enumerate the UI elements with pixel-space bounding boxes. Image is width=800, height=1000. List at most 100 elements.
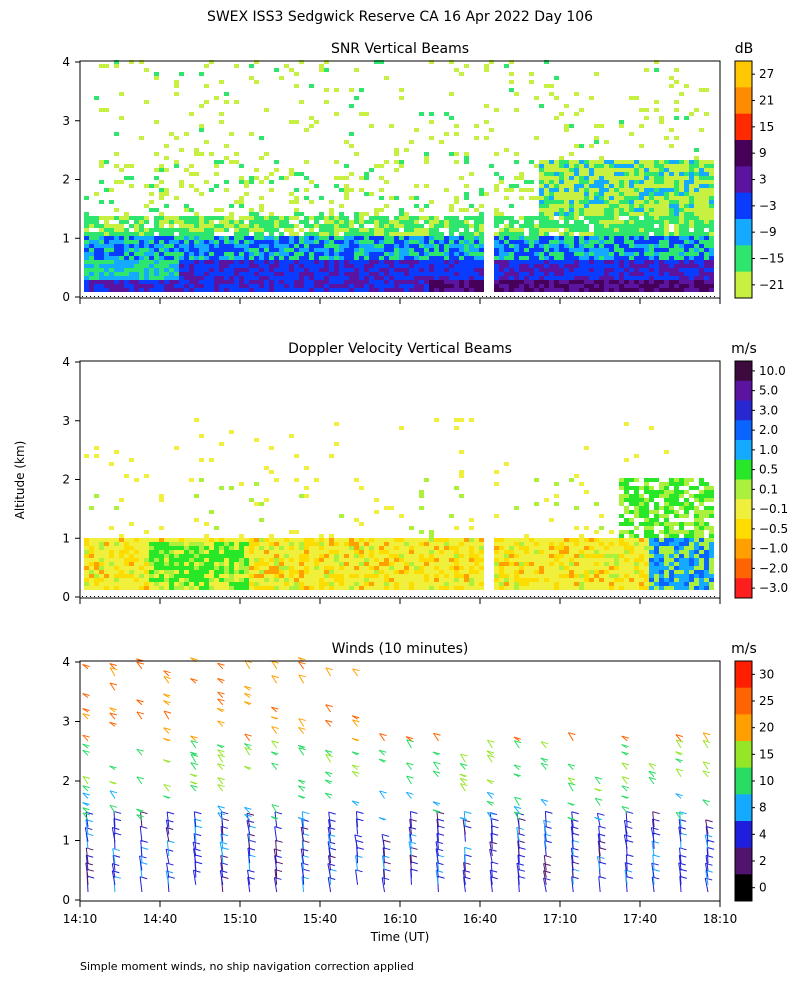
- snr-cell: [709, 164, 714, 168]
- doppler-cell: [494, 566, 499, 570]
- doppler-cell: [234, 566, 239, 570]
- snr-cell: [649, 168, 654, 172]
- doppler-cell: [139, 582, 144, 586]
- doppler-cell: [619, 538, 624, 542]
- snr-cell: [339, 284, 344, 288]
- snr-cell: [529, 244, 534, 248]
- snr-cell: [184, 204, 189, 208]
- snr-cell: [569, 224, 574, 228]
- snr-cell: [384, 256, 389, 260]
- snr-cell: [599, 176, 604, 180]
- snr-cell: [424, 256, 429, 260]
- snr-cell: [669, 172, 674, 176]
- snr-cell: [539, 188, 544, 192]
- snr-cell: [639, 256, 644, 260]
- snr-cell: [529, 280, 534, 284]
- snr-cell: [464, 160, 469, 164]
- snr-cell: [314, 236, 319, 240]
- doppler-cell: [604, 538, 609, 542]
- snr-cell: [309, 240, 314, 244]
- snr-cell: [214, 264, 219, 268]
- snr-cell: [219, 252, 224, 256]
- snr-cell: [659, 196, 664, 200]
- doppler-cell: [604, 554, 609, 558]
- snr-cell: [314, 256, 319, 260]
- doppler-cell: [349, 558, 354, 562]
- snr-cell: [559, 180, 564, 184]
- snr-cell: [514, 268, 519, 272]
- snr-cell: [414, 252, 419, 256]
- doppler-cell: [99, 570, 104, 574]
- doppler-cell: [609, 558, 614, 562]
- doppler-cell: [164, 586, 169, 590]
- doppler-cell: [649, 526, 654, 530]
- snr-cell: [344, 244, 349, 248]
- doppler-cell: [619, 494, 624, 498]
- snr-cell: [114, 244, 119, 248]
- snr-cell: [454, 132, 459, 136]
- doppler-cell: [319, 582, 324, 586]
- snr-cell: [344, 288, 349, 292]
- doppler-cell: [394, 554, 399, 558]
- snr-cell: [384, 216, 389, 220]
- snr-cell: [474, 136, 479, 140]
- doppler-cell: [399, 586, 404, 590]
- doppler-cell: [194, 566, 199, 570]
- snr-cell: [604, 244, 609, 248]
- snr-cell: [659, 232, 664, 236]
- snr-cell: [614, 212, 619, 216]
- doppler-cell: [214, 574, 219, 578]
- doppler-cell: [524, 582, 529, 586]
- snr-cell: [619, 224, 624, 228]
- snr-cell: [219, 248, 224, 252]
- snr-cell: [219, 236, 224, 240]
- snr-cell: [519, 256, 524, 260]
- doppler-cell: [499, 566, 504, 570]
- snr-cell: [109, 280, 114, 284]
- snr-cell: [629, 164, 634, 168]
- doppler-cell: [654, 506, 659, 510]
- snr-cell: [179, 228, 184, 232]
- snr-cell: [249, 216, 254, 220]
- doppler-cell: [649, 518, 654, 522]
- snr-cell: [284, 224, 289, 228]
- doppler-cell: [474, 554, 479, 558]
- snr-cell: [479, 204, 484, 208]
- snr-cell: [294, 120, 299, 124]
- snr-cell: [249, 256, 254, 260]
- snr-cell: [469, 284, 474, 288]
- snr-cell: [674, 236, 679, 240]
- snr-cell: [229, 268, 234, 272]
- snr-cell: [339, 224, 344, 228]
- snr-cell: [379, 244, 384, 248]
- snr-cell: [589, 268, 594, 272]
- snr-cell: [439, 248, 444, 252]
- snr-cell: [539, 244, 544, 248]
- snr-cell: [704, 212, 709, 216]
- snr-cell: [354, 264, 359, 268]
- doppler-cell: [339, 566, 344, 570]
- doppler-cell: [159, 546, 164, 550]
- doppler-cell: [649, 534, 654, 538]
- doppler-cell: [464, 554, 469, 558]
- doppler-cell: [649, 566, 654, 570]
- snr-cell: [684, 260, 689, 264]
- doppler-cell: [319, 562, 324, 566]
- doppler-cell: [214, 546, 219, 550]
- snr-cell: [554, 268, 559, 272]
- doppler-cell: [214, 586, 219, 590]
- snr-cell: [359, 228, 364, 232]
- snr-cell: [454, 284, 459, 288]
- snr-cell: [659, 208, 664, 212]
- doppler-cell: [99, 566, 104, 570]
- doppler-cell: [514, 558, 519, 562]
- snr-cell: [304, 284, 309, 288]
- doppler-cell: [594, 554, 599, 558]
- snr-cell: [499, 216, 504, 220]
- snr-cell: [449, 224, 454, 228]
- snr-cell: [194, 172, 199, 176]
- doppler-cell: [454, 426, 459, 430]
- snr-cell: [569, 160, 574, 164]
- snr-cell: [324, 288, 329, 292]
- doppler-cell: [274, 578, 279, 582]
